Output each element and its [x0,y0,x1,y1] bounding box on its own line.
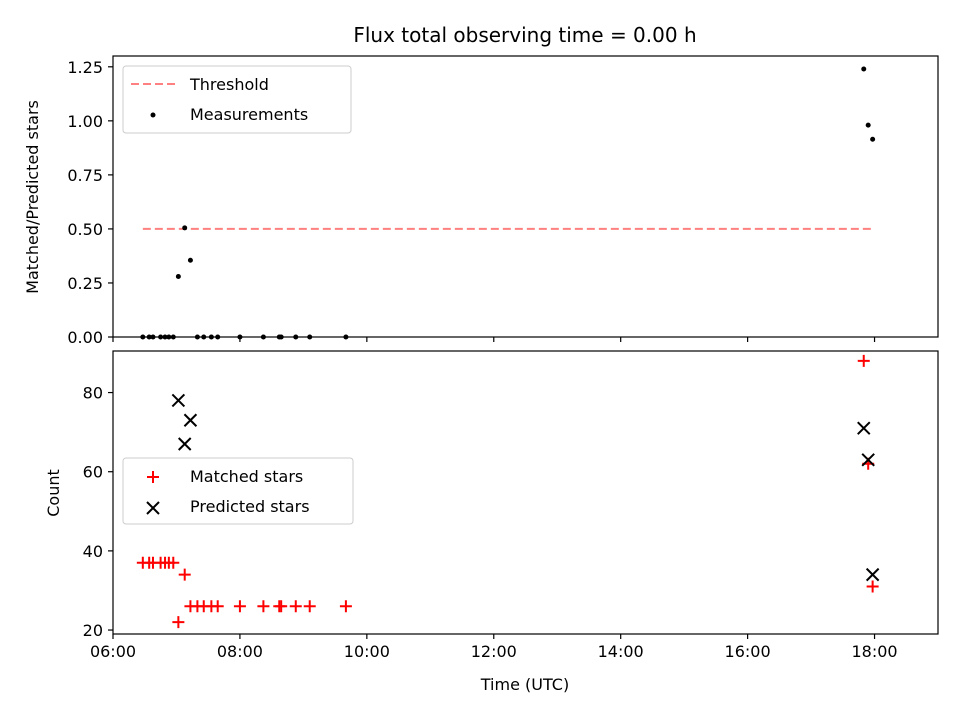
x-axis-label: Time (UTC) [480,675,569,694]
bottom-y-tick-label: 60 [83,463,103,482]
bottom-plot-area: 06:00 08:00 10:00 12:00 14:00 16:00 18:00 20 40 6… [83,350,939,661]
bottom-x-tick-label: 16:00 [725,642,771,661]
legend-predicted-swatch [146,501,160,515]
matched-stars-point [178,568,191,581]
top-y-tick-label: 0.50 [67,220,103,239]
bottom-data-marks [136,354,880,629]
bottom-y-tick-label: 20 [83,621,103,640]
predicted-stars-point [857,421,871,435]
predicted-stars-point [178,437,192,451]
measurements-point [865,122,871,128]
top-y-tick-label: 1.00 [67,112,103,131]
legend-measurements-label: Measurements [190,105,308,124]
bottom-legend-box [122,457,354,525]
top-y-axis-label: Matched/Predicted stars [23,100,42,294]
top-legend: Threshold Measurements [122,65,352,134]
bottom-legend: Matched stars Predicted stars [122,457,354,525]
top-ticks: 0.00 0.25 0.50 0.75 1.00 1.25 [67,58,876,347]
measurements-point [861,66,867,72]
top-y-tick-label: 0.25 [67,274,103,293]
bottom-x-tick-label: 14:00 [598,642,644,661]
matched-stars-point [339,600,352,613]
top-legend-box [122,65,352,134]
legend-matched-swatch [147,471,159,483]
matched-stars-point [172,616,185,629]
predicted-stars-point [861,453,875,467]
top-y-tick-label: 0.00 [67,328,103,347]
measurements-point [187,257,193,263]
predicted-stars-point [171,393,186,408]
bottom-ticks: 06:00 08:00 10:00 12:00 14:00 16:00 18:00 20 40 6… [83,384,898,661]
measurements-point [182,225,188,231]
top-plot-area: 0.00 0.25 0.50 0.75 1.00 1.25 [67,55,939,347]
chart-title: Flux total observing time = 0.00 h [353,23,696,47]
measurements-point [870,136,876,142]
matched-stars-point [866,580,879,593]
matched-stars-point [275,600,288,613]
bottom-x-tick-label: 08:00 [217,642,263,661]
bottom-x-tick-label: 12:00 [471,642,517,661]
top-axes-frame [112,55,939,338]
legend-threshold-label: Threshold [189,75,269,94]
matched-stars-point [857,354,870,367]
matched-stars-point [257,600,270,613]
measurements-point [175,273,181,279]
legend-measurements-swatch [150,112,156,118]
bottom-axes-frame [112,350,939,635]
bottom-x-tick-label: 18:00 [851,642,897,661]
matched-stars-point [303,600,316,613]
bottom-y-tick-label: 80 [83,384,103,403]
bottom-y-axis-label: Count [44,469,63,517]
matched-stars-point [233,600,246,613]
matched-stars-point [167,556,180,569]
bottom-x-tick-label: 10:00 [344,642,390,661]
predicted-stars-point [183,413,198,427]
top-y-tick-label: 1.25 [67,58,103,77]
predicted-stars-point [865,567,880,582]
legend-matched-label: Matched stars [190,467,303,486]
bottom-x-tick-label: 06:00 [90,642,136,661]
matched-stars-point [211,600,224,613]
matched-stars-point [289,600,302,613]
top-y-tick-label: 0.75 [67,166,103,185]
bottom-y-tick-label: 40 [83,542,103,561]
legend-predicted-label: Predicted stars [190,497,310,516]
